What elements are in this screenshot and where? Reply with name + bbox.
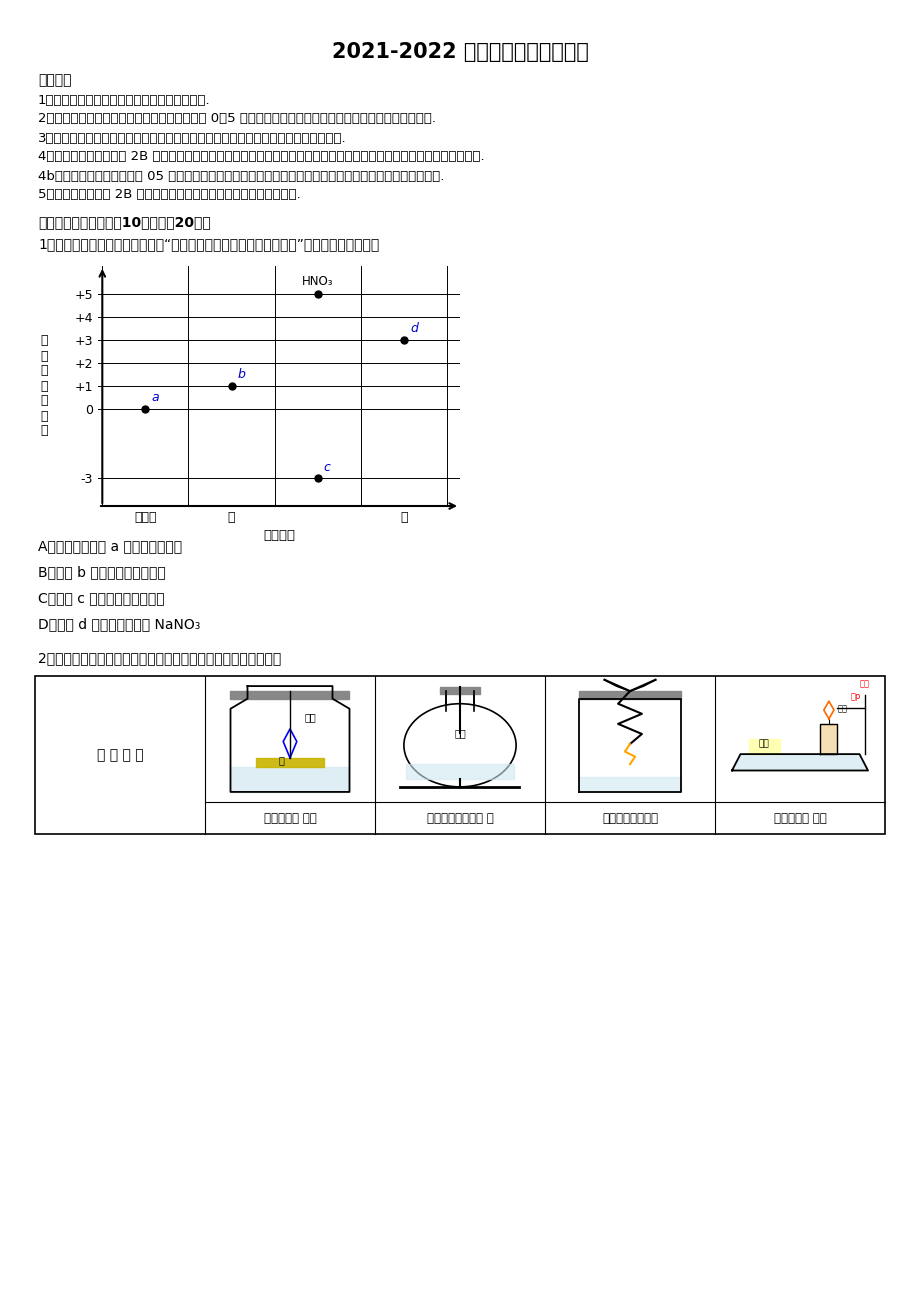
Text: c: c — [323, 461, 330, 474]
X-axis label: 物质类别: 物质类别 — [263, 530, 295, 543]
Text: d: d — [410, 322, 417, 335]
Text: 2021-2022 学年中考化学模拟试卷: 2021-2022 学年中考化学模拟试卷 — [331, 42, 588, 62]
Text: 探究燃烧的 条件: 探究燃烧的 条件 — [773, 811, 825, 824]
Text: 2．下列有关指定容器中水的主要作用的说法，错误的是（　　）: 2．下列有关指定容器中水的主要作用的说法，错误的是（ ） — [38, 651, 281, 665]
Text: 红p: 红p — [850, 691, 860, 700]
Text: 氧气: 氧气 — [304, 712, 316, 723]
Polygon shape — [820, 724, 836, 754]
Y-axis label: 氮
元
素
的
化
合
价: 氮 元 素 的 化 合 价 — [40, 335, 48, 437]
Polygon shape — [231, 767, 349, 792]
Text: a: a — [152, 392, 159, 405]
Text: 3．请认真核对监考员在答题卡上所粘贴的条形码上的姓名、准考证号与本人是否相符.: 3．请认真核对监考员在答题卡上所粘贴的条形码上的姓名、准考证号与本人是否相符. — [38, 132, 346, 145]
Text: 白磷: 白磷 — [758, 740, 769, 749]
Polygon shape — [405, 764, 514, 780]
Polygon shape — [578, 777, 680, 792]
Text: 硫在氧气中 燃烧: 硫在氧气中 燃烧 — [264, 811, 316, 824]
Text: 1．某同学在学习中构建了如图的“氮及其化合物的价、类二维关系图”，下列叙述正确的是: 1．某同学在学习中构建了如图的“氮及其化合物的价、类二维关系图”，下列叙述正确的… — [38, 237, 379, 251]
Circle shape — [403, 703, 516, 786]
Text: 5．如需作图，须用 2B 铅笔绘、写清楚，线条、符号等须加黑、加粗.: 5．如需作图，须用 2B 铅笔绘、写清楚，线条、符号等须加黑、加粗. — [38, 189, 301, 202]
Bar — [35, 676, 884, 835]
Text: C．物质 c 可能遇酚酮溶液变红: C．物质 c 可能遇酚酮溶液变红 — [38, 591, 165, 605]
Text: 铁丝在氧气中燃烧: 铁丝在氧气中燃烧 — [601, 811, 657, 824]
Text: 1．考试结束后，请将本试卷和答题卡一并交回.: 1．考试结束后，请将本试卷和答题卡一并交回. — [38, 94, 210, 107]
Polygon shape — [231, 691, 349, 699]
Text: 2．答题前，请务必将自己的姓名、准考证号用 0．5 毫米黑色墨水的签字笔填写在试卷及答题卡的规定位置.: 2．答题前，请务必将自己的姓名、准考证号用 0．5 毫米黑色墨水的签字笔填写在试… — [38, 112, 436, 125]
Text: 4b．作答非选择题，必须用 05 毫米黑色墨水的签字笔在答题卡上的指定位置作答，在其他位置作答一律无效.: 4b．作答非选择题，必须用 05 毫米黑色墨水的签字笔在答题卡上的指定位置作答，… — [38, 169, 444, 182]
Text: 硫: 硫 — [278, 755, 284, 766]
Polygon shape — [732, 754, 867, 771]
Polygon shape — [748, 740, 778, 754]
Text: b: b — [237, 368, 245, 381]
Text: 一、单选题（本大题入10小题，入20分）: 一、单选题（本大题入10小题，入20分） — [38, 215, 210, 229]
Text: 实 验 装 置: 实 验 装 置 — [96, 749, 143, 762]
Text: 测定空气中氧气含 量: 测定空气中氧气含 量 — [426, 811, 493, 824]
Text: 红磷: 红磷 — [454, 729, 465, 738]
Text: D．物质 d 的化学式可以是 NaNO₃: D．物质 d 的化学式可以是 NaNO₃ — [38, 617, 200, 631]
Polygon shape — [439, 687, 480, 694]
Polygon shape — [578, 691, 680, 699]
Text: 注意事项: 注意事项 — [38, 73, 72, 87]
Text: 4．作答选择题，必须用 2B 铅笔将答题卡上对应选项的方框涂满、涂黑；如需改动，请用橡皮擦干净后，再选涂其他答案.: 4．作答选择题，必须用 2B 铅笔将答题卡上对应选项的方框涂满、涂黑；如需改动，… — [38, 151, 484, 164]
Text: HNO₃: HNO₃ — [301, 275, 334, 288]
Polygon shape — [446, 691, 473, 711]
Text: 红磷: 红磷 — [836, 704, 846, 713]
Polygon shape — [255, 758, 323, 767]
Text: 红石: 红石 — [858, 680, 868, 687]
Text: A．最常见的单质 a 是由原子构成的: A．最常见的单质 a 是由原子构成的 — [38, 539, 182, 553]
Text: B．物质 b 为空气中的主要成分: B．物质 b 为空气中的主要成分 — [38, 565, 165, 579]
